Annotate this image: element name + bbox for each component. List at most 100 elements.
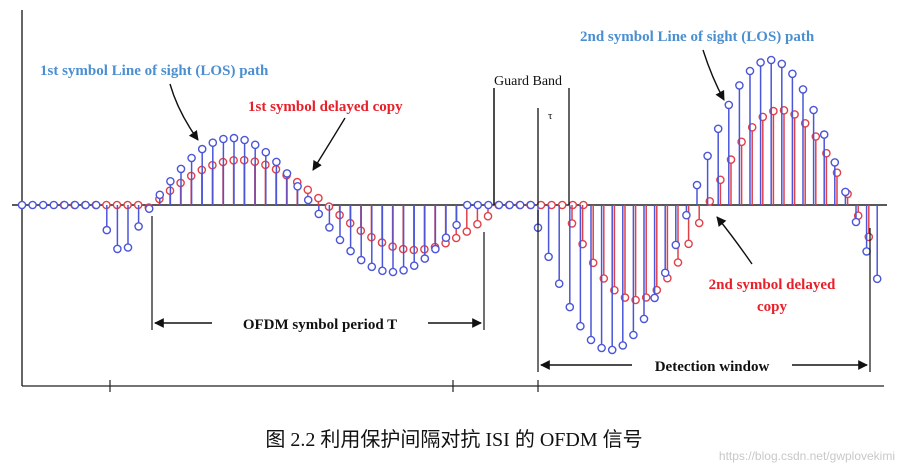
los-stem bbox=[494, 200, 504, 210]
los-stem bbox=[735, 81, 744, 90]
los-stem bbox=[60, 200, 69, 210]
delayed2-label-line2: copy bbox=[757, 299, 788, 315]
los-stem bbox=[250, 140, 260, 150]
los-path-stems bbox=[17, 55, 882, 355]
los-stem bbox=[629, 330, 638, 340]
los-stem bbox=[586, 335, 596, 345]
delayed1-label: 1st symbol delayed copy bbox=[248, 99, 403, 115]
los-stem bbox=[155, 190, 165, 200]
los-stem bbox=[713, 124, 723, 134]
los-stem bbox=[282, 169, 292, 178]
los-stem bbox=[303, 195, 313, 205]
delayed-stem bbox=[694, 218, 704, 228]
los2-pointer bbox=[702, 49, 725, 101]
delayed1-pointer bbox=[312, 117, 346, 171]
los-stem bbox=[113, 244, 122, 254]
los-stem bbox=[576, 321, 585, 331]
los-stem bbox=[91, 200, 101, 210]
los-stem bbox=[798, 85, 808, 94]
los-stem bbox=[745, 66, 755, 76]
los-stem bbox=[607, 345, 617, 355]
los-stem bbox=[597, 343, 606, 353]
los1-pointer bbox=[169, 83, 199, 141]
period-label: OFDM symbol period T bbox=[243, 317, 397, 333]
los-stem bbox=[639, 314, 649, 324]
los-stem bbox=[325, 223, 334, 232]
delayed-stem bbox=[684, 239, 693, 249]
los-stem bbox=[49, 200, 59, 210]
los-stem bbox=[335, 235, 345, 245]
los2-label: 2nd symbol Line of sight (LOS) path bbox=[580, 29, 815, 45]
los-stem bbox=[544, 252, 553, 262]
los-stem bbox=[660, 268, 670, 278]
los-stem bbox=[515, 200, 525, 210]
delayed-stem bbox=[483, 211, 493, 221]
delayed-stem bbox=[303, 185, 313, 195]
los-stem bbox=[176, 164, 186, 174]
los-stem bbox=[462, 200, 472, 210]
los-stem bbox=[809, 105, 818, 115]
los-stem bbox=[123, 243, 133, 252]
los-stem bbox=[441, 233, 451, 242]
delayed-stem bbox=[473, 219, 482, 229]
delayed-stem bbox=[673, 258, 683, 267]
los-stem bbox=[388, 267, 398, 277]
los-stem bbox=[756, 58, 765, 67]
delayed2-pointer bbox=[716, 216, 753, 265]
los-stem bbox=[703, 151, 712, 161]
los-stem bbox=[505, 200, 514, 210]
los-stem bbox=[788, 69, 797, 79]
los-stem bbox=[356, 255, 366, 265]
los-stem bbox=[166, 176, 175, 186]
los-stem bbox=[862, 247, 871, 256]
los-stem bbox=[841, 187, 850, 197]
los-stem bbox=[293, 181, 302, 191]
los-stem bbox=[134, 222, 143, 231]
los-stem bbox=[261, 147, 271, 157]
los-stem bbox=[409, 261, 419, 271]
los-stem bbox=[650, 293, 659, 303]
los-stem bbox=[346, 246, 355, 256]
los-stem bbox=[692, 180, 702, 190]
delayed2-label-line1: 2nd symbol delayed bbox=[709, 277, 836, 293]
los-stem bbox=[208, 138, 218, 147]
los-stem bbox=[314, 209, 324, 219]
los-stem bbox=[399, 265, 408, 275]
los-stem bbox=[526, 200, 536, 210]
los-stem bbox=[81, 200, 90, 210]
los-stem bbox=[682, 210, 691, 220]
tau-label: τ bbox=[548, 110, 553, 122]
delayed-stem bbox=[314, 193, 323, 203]
delayed-stem bbox=[451, 233, 461, 243]
los-stem bbox=[777, 59, 787, 69]
los-stem bbox=[102, 225, 112, 235]
guard-band-label: Guard Band bbox=[494, 74, 562, 89]
los-stem bbox=[240, 135, 249, 145]
los-stem bbox=[819, 130, 829, 139]
los-stem bbox=[229, 133, 239, 143]
watermark: https://blog.csdn.net/gwplovekimi bbox=[719, 449, 895, 463]
los-stem bbox=[872, 274, 882, 284]
los-stem bbox=[197, 144, 207, 154]
los-stem bbox=[671, 240, 681, 250]
los-stem bbox=[851, 217, 861, 227]
los-stem bbox=[38, 200, 48, 210]
los-stem bbox=[187, 153, 196, 163]
los-stem bbox=[724, 100, 734, 110]
los-stem bbox=[17, 200, 27, 210]
delayed-stem bbox=[462, 227, 472, 236]
los-stem bbox=[565, 302, 575, 312]
los-stem bbox=[830, 158, 840, 167]
los-stem bbox=[473, 200, 483, 210]
los-stem bbox=[28, 200, 37, 210]
detection-label: Detection window bbox=[655, 359, 770, 375]
los-stem bbox=[272, 157, 281, 167]
los-stem bbox=[219, 134, 228, 144]
los-stem bbox=[484, 200, 493, 210]
los1-label: 1st symbol Line of sight (LOS) path bbox=[40, 63, 269, 79]
los-stem bbox=[70, 200, 80, 210]
los-stem bbox=[420, 254, 430, 263]
los-stem bbox=[367, 262, 377, 272]
los-stem bbox=[144, 204, 154, 213]
